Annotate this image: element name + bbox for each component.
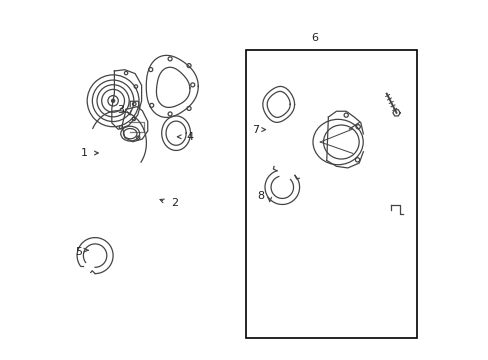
Text: 1: 1 — [81, 148, 88, 158]
Circle shape — [111, 99, 114, 102]
Text: 6: 6 — [310, 33, 318, 43]
Text: 3: 3 — [117, 105, 123, 115]
Text: 5: 5 — [75, 247, 82, 257]
Bar — [246, 50, 416, 338]
Text: 2: 2 — [170, 198, 178, 208]
Text: 7: 7 — [251, 125, 258, 135]
Text: 4: 4 — [186, 132, 194, 142]
Text: 8: 8 — [257, 191, 264, 201]
